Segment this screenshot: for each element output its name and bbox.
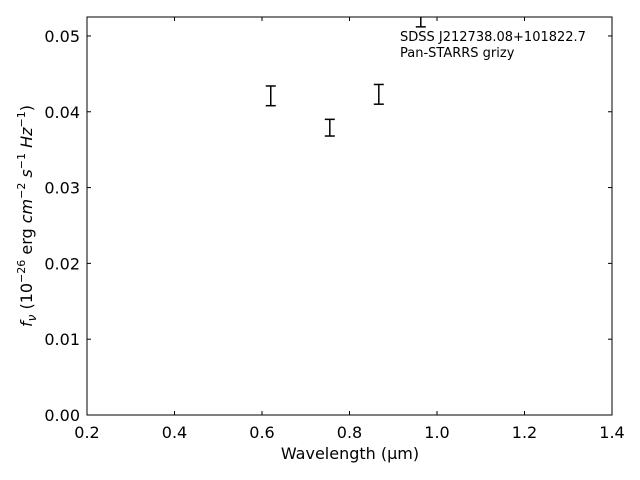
y-axis-label: fν (10−26 erg cm−2 s−1 Hz−1) xyxy=(15,105,39,327)
y-tick-label: 0.02 xyxy=(44,254,80,273)
x-tick-label: 1.2 xyxy=(512,423,537,442)
x-axis-label: Wavelength (μm) xyxy=(281,444,419,463)
x-tick-label: 0.6 xyxy=(249,423,274,442)
y-tick-label: 0.00 xyxy=(44,406,80,425)
x-tick-label: 0.4 xyxy=(162,423,187,442)
y-tick-label: 0.05 xyxy=(44,27,80,46)
axis-ticks: 0.2 0.4 0.6 0.8 1.0 1.2 1.4 0.00 0.01 0.02 0.03 0.0… xyxy=(44,17,625,442)
y-tick-label: 0.04 xyxy=(44,103,80,122)
annotation-survey: Pan-STARRS grizy xyxy=(400,46,515,61)
x-tick-label: 0.8 xyxy=(337,423,362,442)
y-tick-label: 0.03 xyxy=(44,179,80,198)
x-tick-label: 1.0 xyxy=(424,423,449,442)
annotation-object-name: SDSS J212738.08+101822.7 xyxy=(400,30,586,45)
error-bar-point xyxy=(373,83,384,105)
error-bar-point xyxy=(265,85,276,107)
x-tick-label: 1.4 xyxy=(599,423,624,442)
error-bar-point xyxy=(324,118,335,137)
x-tick-label: 0.2 xyxy=(74,423,99,442)
error-bar-point xyxy=(415,17,426,28)
plot-area xyxy=(87,17,612,415)
y-tick-label: 0.01 xyxy=(44,330,80,349)
data-marks xyxy=(265,17,426,137)
